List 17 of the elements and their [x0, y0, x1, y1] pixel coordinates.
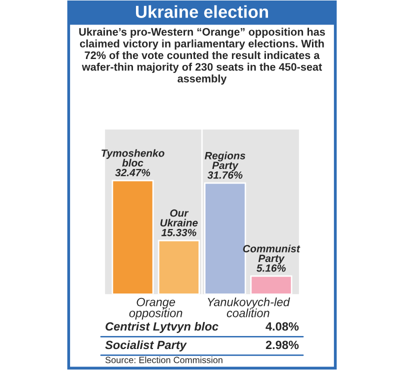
- chart-title: Ukraine election: [136, 5, 268, 18]
- source-note: Source: Election Commission: [105, 356, 222, 364]
- chart-subtitle: Ukraine’s pro-Western “Orange” opposition has claimed victory in parliamentary elections. With 72% of the vote counted the result indicates a wafer-thin majority of 230 seats in the 450-seat assembly: [79, 28, 325, 85]
- data-label: 32.47%: [115, 168, 150, 176]
- data-label: 31.76%: [208, 171, 242, 179]
- x-tick-label: Regions Party: [204, 152, 246, 172]
- text: Orange opposition: [129, 298, 182, 320]
- text: Yanukovych-led coalition: [208, 298, 290, 318]
- x-tick-label: Tymoshenko bloc: [102, 149, 164, 167]
- data-label: 5.16%: [256, 264, 286, 272]
- bar: [250, 275, 292, 294]
- text: Socialist Party 2.98%: [105, 340, 299, 352]
- x-tick-label: Communist Party: [243, 244, 300, 264]
- data-label: 15.33%: [161, 228, 196, 236]
- text: Centrist Lytvyn bloc 4.08%: [106, 322, 299, 333]
- bar: [112, 180, 154, 294]
- x-tick-label: Our Ukraine: [160, 209, 198, 226]
